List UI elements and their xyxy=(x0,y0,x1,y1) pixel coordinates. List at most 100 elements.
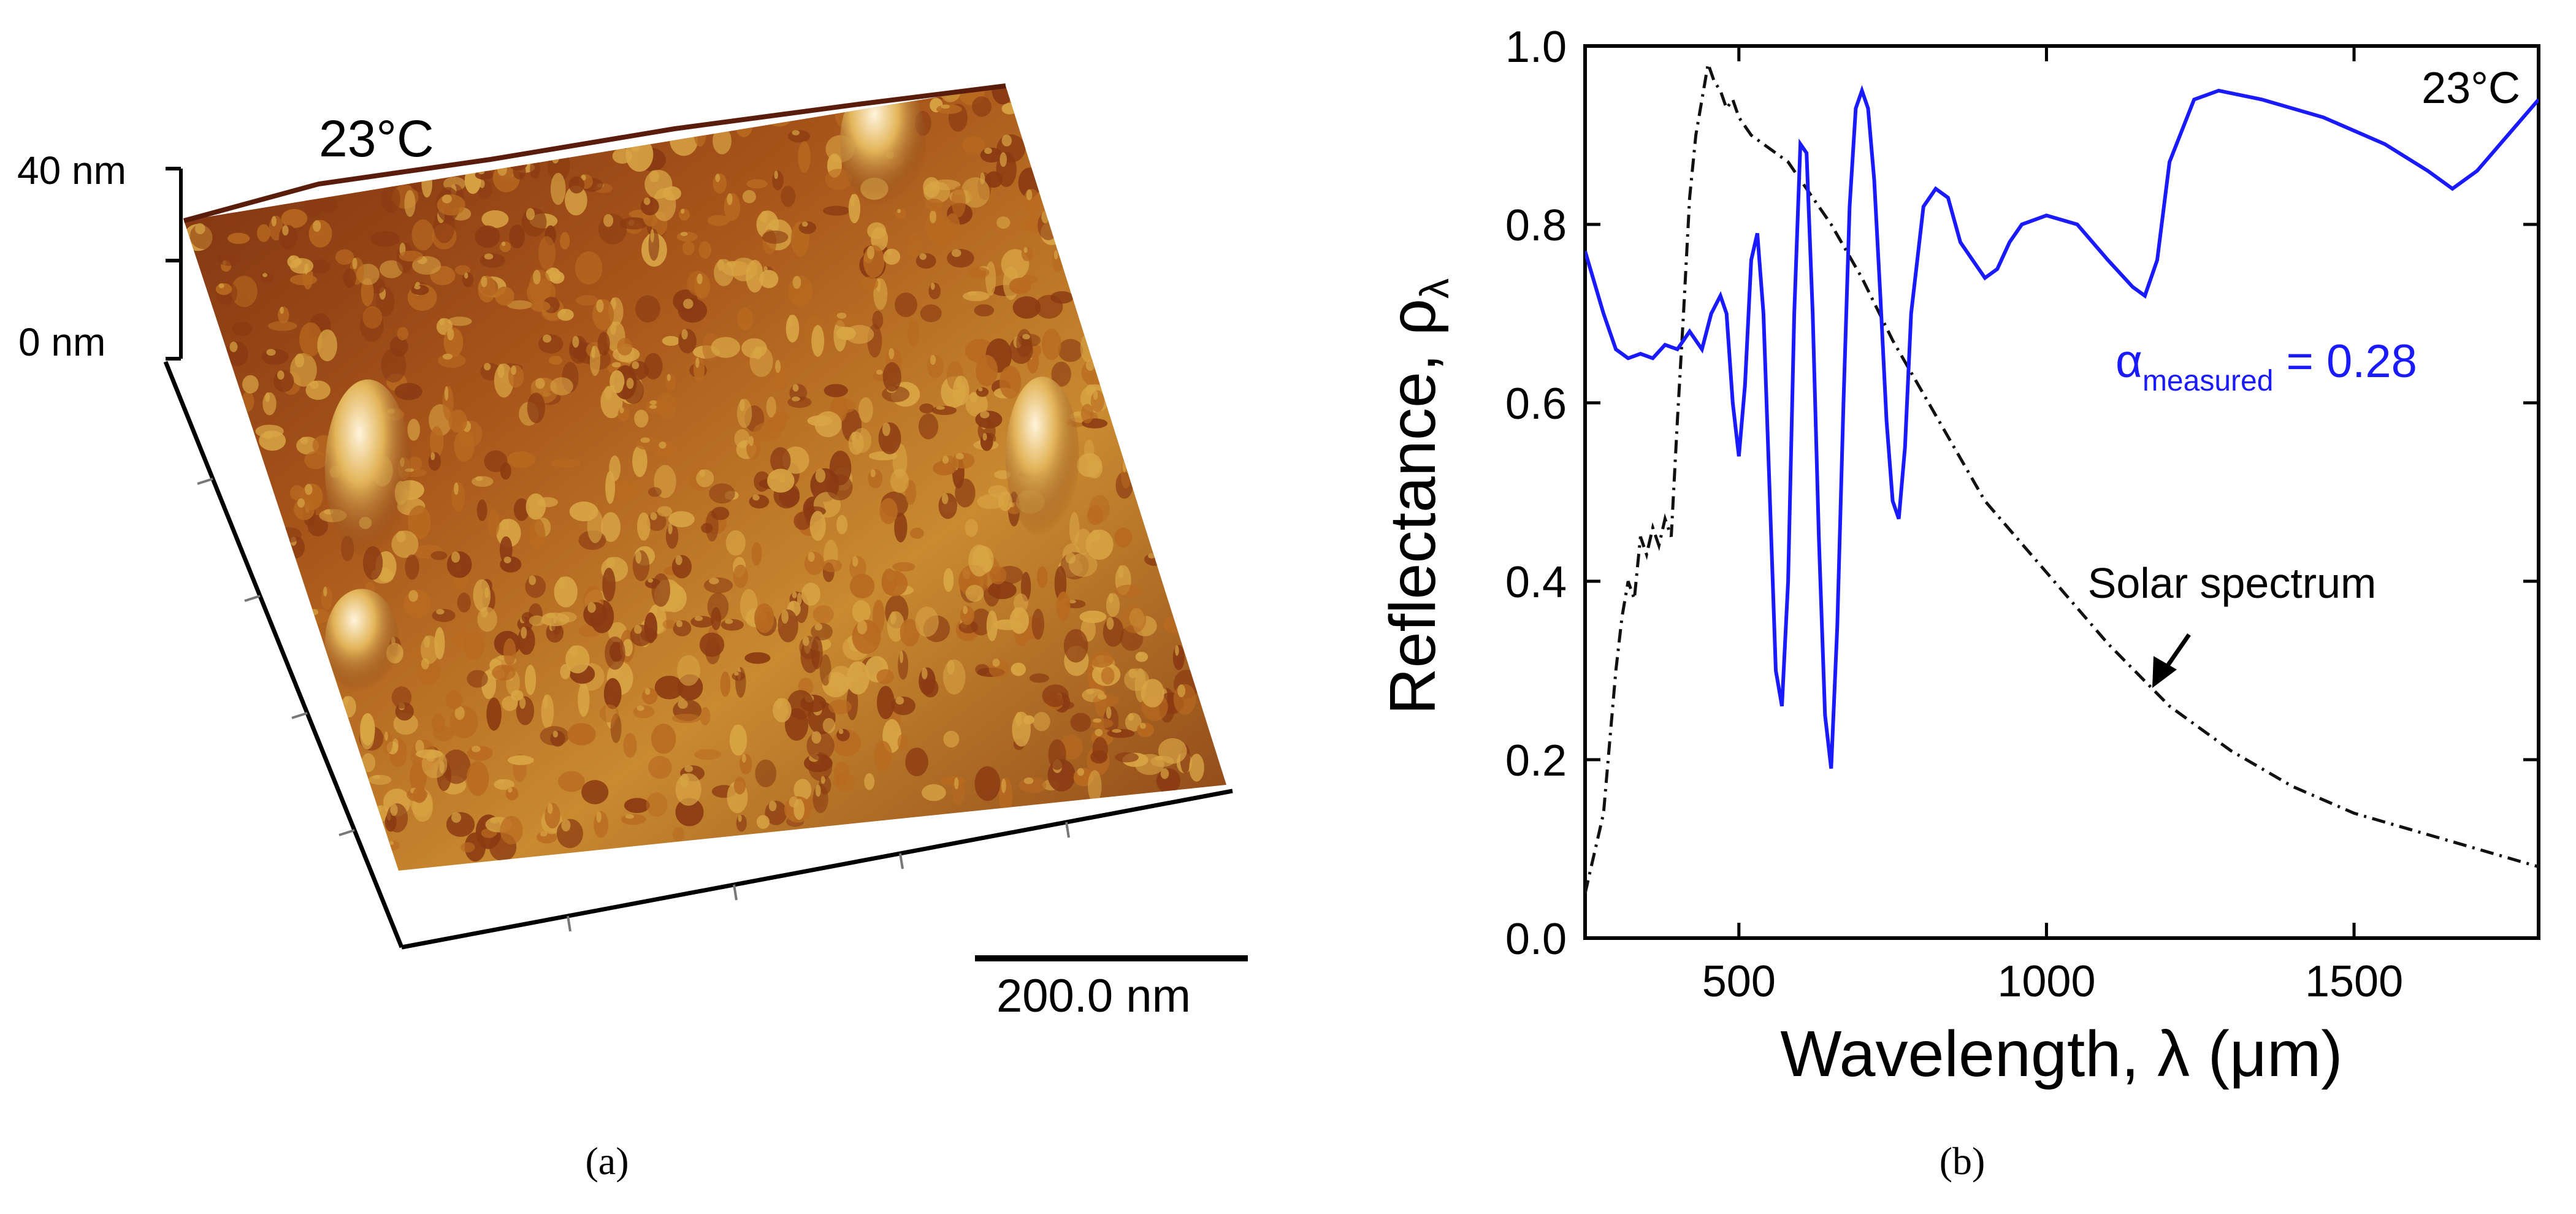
surface-grain xyxy=(405,554,419,580)
surface-grain-highlight xyxy=(886,248,892,256)
surface-grain xyxy=(754,603,774,633)
surface-grain-highlight xyxy=(632,361,640,369)
surface-grain xyxy=(408,456,422,471)
surface-grain xyxy=(762,231,789,244)
surface-grain xyxy=(619,217,649,230)
surface-grain-highlight xyxy=(443,353,453,360)
surface-grain xyxy=(481,210,509,228)
surface-grain-highlight xyxy=(451,551,461,563)
surface-grain xyxy=(317,329,337,362)
surface-grain xyxy=(811,636,823,670)
surface-grain-highlight xyxy=(271,216,277,227)
surface-grain xyxy=(1048,739,1066,770)
surface-grain xyxy=(597,332,610,356)
surface-grain-highlight xyxy=(519,697,526,709)
surface-grain-highlight xyxy=(998,619,1009,624)
surface-grain-highlight xyxy=(741,754,746,763)
surface-grain-highlight xyxy=(508,787,513,793)
surface-grain xyxy=(972,96,992,117)
surface-grain-highlight xyxy=(640,437,650,443)
surface-grain xyxy=(473,579,491,612)
surface-grain xyxy=(900,618,920,647)
surface-grain xyxy=(1029,673,1049,683)
surface-grain-highlight xyxy=(289,255,294,261)
surface-grain-highlight xyxy=(980,411,990,419)
surface-grain-highlight xyxy=(947,660,955,675)
surface-grain xyxy=(809,511,826,541)
surface-grain xyxy=(1163,614,1190,634)
surface-grain xyxy=(862,276,879,291)
surface-grain-highlight xyxy=(876,369,883,375)
surface-grain xyxy=(1051,361,1071,387)
surface-grain xyxy=(955,478,976,508)
surface-grain-highlight xyxy=(1118,565,1124,578)
surface-grain xyxy=(529,615,545,626)
surface-grain-highlight xyxy=(389,841,394,846)
surface-grain-highlight xyxy=(323,586,327,597)
surface-grain xyxy=(770,447,791,474)
surface-grain xyxy=(602,568,616,602)
z-axis-top-label: 40 nm xyxy=(17,148,126,193)
surface-grain-highlight xyxy=(1128,713,1134,721)
surface-grain xyxy=(399,250,423,262)
surface-grain xyxy=(361,278,374,307)
surface-grain xyxy=(1037,566,1048,588)
base-tick xyxy=(733,884,738,901)
surface-grain xyxy=(1063,629,1088,663)
surface-grain-highlight xyxy=(792,276,801,289)
surface-grain-highlight xyxy=(540,831,548,837)
surface-grain xyxy=(568,176,584,194)
surface-grain xyxy=(612,148,633,164)
surface-grain-highlight xyxy=(1112,729,1122,733)
surface-grain-highlight xyxy=(294,353,305,368)
surface-grain-highlight xyxy=(1053,250,1058,260)
surface-grain-highlight xyxy=(680,773,689,787)
surface-grain-highlight xyxy=(1073,411,1081,416)
surface-grain xyxy=(648,487,662,497)
surface-grain-highlight xyxy=(277,370,285,380)
surface-grain-highlight xyxy=(1041,211,1049,224)
surface-grain-highlight xyxy=(633,625,642,634)
surface-grain-highlight xyxy=(454,482,459,495)
surface-grain-highlight xyxy=(754,346,762,360)
surface-grain xyxy=(506,300,533,310)
surface-grain-highlight xyxy=(1108,593,1114,603)
surface-grain xyxy=(1114,527,1133,548)
surface-grain xyxy=(635,295,660,323)
surface-grain xyxy=(527,392,545,424)
surface-grain xyxy=(958,620,978,633)
surface-grain-highlight xyxy=(310,380,319,389)
base-tick xyxy=(1065,822,1070,838)
surface-grain xyxy=(550,172,566,205)
surface-grain-highlight xyxy=(992,659,1000,667)
surface-grain-highlight xyxy=(300,437,308,445)
surface-grain xyxy=(751,542,762,566)
surface-grain xyxy=(894,513,908,543)
surface-grain xyxy=(467,670,488,688)
surface-grain-highlight xyxy=(497,779,505,784)
base-tick xyxy=(567,915,571,932)
surface-grain xyxy=(965,584,984,602)
surface-grain-highlight xyxy=(526,208,535,221)
surface-grain xyxy=(801,582,820,606)
surface-grain xyxy=(1088,770,1102,803)
surface-grain xyxy=(530,159,540,179)
surface-grain xyxy=(335,249,354,265)
surface-grain xyxy=(746,179,768,189)
surface-grain xyxy=(217,254,242,266)
surface-grain-highlight xyxy=(839,327,847,333)
surface-grain xyxy=(920,304,942,323)
surface-grain xyxy=(734,429,750,448)
surface-grain-highlight xyxy=(650,229,654,243)
surface-grain xyxy=(609,481,636,501)
surface-grain xyxy=(812,605,834,624)
surface-grain-highlight xyxy=(760,210,768,223)
surface-grain xyxy=(507,451,536,468)
surface-grain-highlight xyxy=(1013,608,1020,619)
surface-grain xyxy=(892,443,908,478)
y-axis-label: Reflectance, ρλ xyxy=(1377,278,1457,715)
surface-grain xyxy=(986,610,998,641)
surface-grain xyxy=(922,678,939,698)
surface-grain-highlight xyxy=(1093,718,1102,723)
surface-grain xyxy=(610,370,625,394)
